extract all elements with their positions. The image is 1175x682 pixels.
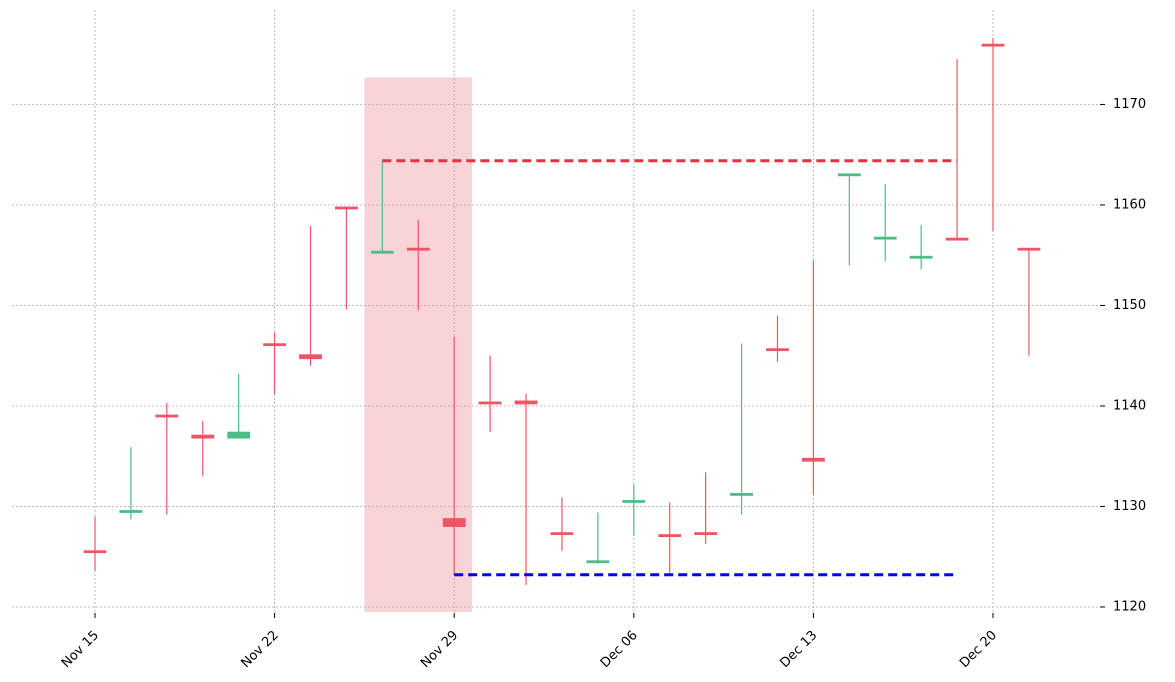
y-tick-label: 1120 xyxy=(1113,599,1146,614)
candle-body xyxy=(802,457,825,462)
candle-body xyxy=(730,493,753,496)
candle-body xyxy=(622,500,646,503)
candle-body xyxy=(83,550,107,554)
candle-body xyxy=(478,401,502,405)
candle-body xyxy=(406,247,430,251)
candle-body xyxy=(1017,247,1041,251)
y-tick-label: 1140 xyxy=(1113,398,1146,413)
x-tick-label: Dec 13 xyxy=(777,628,820,671)
x-tick-label: Nov 29 xyxy=(418,628,461,671)
candle-body xyxy=(658,534,682,538)
candle-body xyxy=(766,348,789,352)
shaded-region xyxy=(364,77,473,612)
candle-body xyxy=(514,400,538,405)
y-tick-label: 1150 xyxy=(1113,298,1146,313)
candle-body xyxy=(155,414,179,418)
x-tick-label: Dec 06 xyxy=(598,628,641,671)
candle-body xyxy=(837,173,861,177)
y-tick-label: 1130 xyxy=(1113,499,1146,514)
candle-body xyxy=(227,431,251,439)
candle-body xyxy=(299,354,322,360)
y-tick-label: 1160 xyxy=(1113,197,1146,212)
candle-body xyxy=(909,255,933,259)
x-tick-label: Dec 20 xyxy=(957,628,1000,671)
candle-body xyxy=(370,250,394,254)
x-tick-label: Nov 15 xyxy=(59,628,102,671)
x-tick-label: Nov 22 xyxy=(238,628,281,671)
candle-body xyxy=(119,510,143,513)
candle-body xyxy=(945,237,969,241)
candle-body xyxy=(550,532,574,536)
candle-body xyxy=(586,560,610,564)
candle-body xyxy=(263,343,287,347)
candle-body xyxy=(873,236,897,240)
candle-body xyxy=(694,532,718,536)
candle-body xyxy=(335,206,358,210)
y-tick-label: 1170 xyxy=(1113,97,1146,112)
candle-body xyxy=(191,434,215,439)
candle-body xyxy=(981,43,1005,47)
candle-body xyxy=(442,518,466,527)
